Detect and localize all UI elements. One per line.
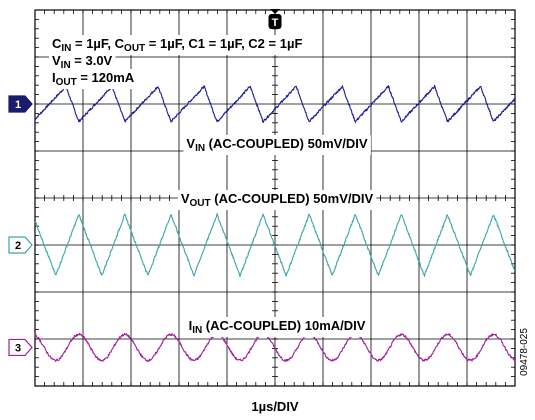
- condition-line-3: IOUT​ = 120mA: [52, 70, 135, 88]
- trace-channel-3: [34, 332, 516, 363]
- trigger-arrow: [270, 9, 280, 14]
- channel-marker-shape: [8, 236, 33, 254]
- labels: CIN​ = 1µF, COUT​ = 1µF, C1 = 1µF, C2 = …: [49, 35, 377, 337]
- channel-marker-number: 3: [15, 342, 21, 354]
- trigger-marker: T: [268, 9, 282, 29]
- label-background: [49, 52, 116, 72]
- channel-marker-number: 2: [15, 240, 21, 252]
- traces: [34, 84, 516, 363]
- x-axis-label: 1µs/DIV: [251, 399, 299, 414]
- label-background: [49, 69, 138, 89]
- channel-marker-shape: [8, 95, 33, 113]
- channel-marker-1: 1: [8, 95, 33, 113]
- label-background: [49, 35, 306, 55]
- channel-marker-3: 3: [8, 338, 33, 357]
- trace-channel-1: [34, 84, 516, 123]
- figure-id: 09478-025: [519, 328, 530, 376]
- label-background: [185, 317, 369, 337]
- trigger-box: [268, 14, 282, 29]
- channel-marker-number: 1: [15, 99, 21, 111]
- channel-label-1: VIN​ (AC-COUPLED) 50mV/DIV: [186, 136, 368, 154]
- label-background: [183, 135, 371, 155]
- channel-marker-shape: [8, 338, 33, 357]
- channel-marker-2: 2: [8, 236, 33, 254]
- condition-line-1: CIN​ = 1µF, COUT​ = 1µF, C1 = 1µF, C2 = …: [52, 36, 302, 54]
- channel-markers: 1 2 3: [8, 95, 33, 357]
- trigger-letter: T: [272, 17, 279, 29]
- channel-label-2: VOUT​ (AC-COUPLED) 50mV/DIV: [181, 191, 374, 209]
- channel-label-3: IIN​ (AC-COUPLED) 10mA/DIV: [189, 318, 366, 336]
- label-background: [177, 190, 377, 210]
- trace-channel-2: [34, 212, 516, 278]
- condition-line-2: VIN​ = 3.0V: [52, 53, 113, 71]
